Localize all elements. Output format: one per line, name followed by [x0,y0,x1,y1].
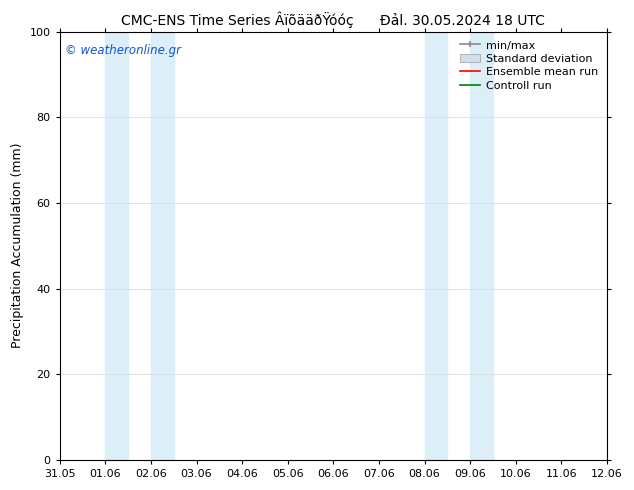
Bar [425,31,448,460]
Title: CMC-ENS Time Series ÂïõääðŸóóç      Đảl. 30.05.2024 18 UTC: CMC-ENS Time Series ÂïõääðŸóóç Đảl. 30.0… [122,11,545,27]
Text: © weatheronline.gr: © weatheronline.gr [65,45,181,57]
Bar [151,31,174,460]
Bar [105,31,128,460]
Legend: min/max, Standard deviation, Ensemble mean run, Controll run: min/max, Standard deviation, Ensemble me… [457,37,602,94]
Bar [607,31,630,460]
Bar [470,31,493,460]
Y-axis label: Precipitation Accumulation (mm): Precipitation Accumulation (mm) [11,143,24,348]
